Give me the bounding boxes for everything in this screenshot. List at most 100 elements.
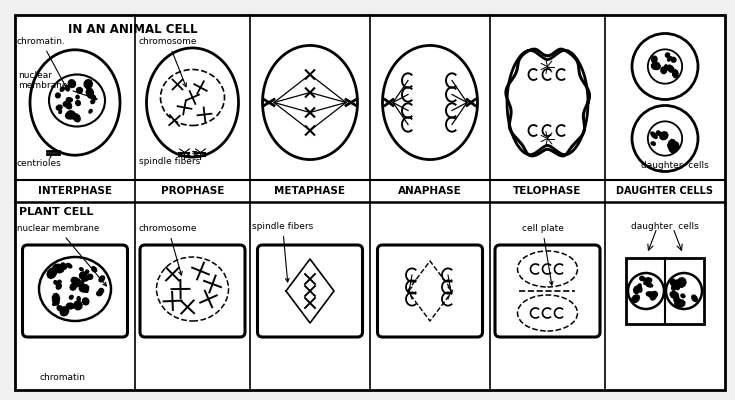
Polygon shape bbox=[92, 267, 97, 272]
Text: IN AN ANIMAL CELL: IN AN ANIMAL CELL bbox=[68, 23, 197, 36]
Polygon shape bbox=[74, 301, 82, 310]
Polygon shape bbox=[650, 294, 656, 300]
Polygon shape bbox=[66, 98, 72, 102]
Circle shape bbox=[648, 49, 682, 84]
Polygon shape bbox=[56, 93, 60, 98]
FancyBboxPatch shape bbox=[495, 245, 600, 337]
Polygon shape bbox=[78, 281, 84, 286]
Polygon shape bbox=[97, 291, 102, 296]
Polygon shape bbox=[674, 142, 679, 149]
Text: daughter  cells: daughter cells bbox=[641, 161, 709, 170]
Polygon shape bbox=[631, 295, 639, 302]
Polygon shape bbox=[668, 139, 676, 151]
Ellipse shape bbox=[49, 74, 105, 126]
Polygon shape bbox=[652, 292, 657, 298]
Polygon shape bbox=[65, 86, 70, 91]
Polygon shape bbox=[71, 278, 75, 282]
Polygon shape bbox=[82, 287, 88, 292]
Polygon shape bbox=[61, 263, 66, 269]
FancyBboxPatch shape bbox=[257, 245, 362, 337]
Ellipse shape bbox=[262, 46, 357, 160]
Polygon shape bbox=[644, 278, 652, 283]
Polygon shape bbox=[674, 297, 680, 303]
Text: spindle fibers: spindle fibers bbox=[252, 222, 313, 282]
Polygon shape bbox=[68, 80, 76, 88]
Polygon shape bbox=[646, 283, 653, 287]
Ellipse shape bbox=[146, 48, 238, 157]
Polygon shape bbox=[53, 301, 57, 306]
Polygon shape bbox=[681, 294, 685, 298]
Polygon shape bbox=[646, 292, 653, 296]
Polygon shape bbox=[57, 284, 61, 289]
Polygon shape bbox=[671, 57, 676, 62]
Text: TELOPHASE: TELOPHASE bbox=[513, 186, 581, 196]
Polygon shape bbox=[57, 105, 62, 110]
Ellipse shape bbox=[30, 50, 120, 155]
Circle shape bbox=[628, 273, 664, 309]
Text: centrioles: centrioles bbox=[17, 154, 62, 168]
Text: cell plate: cell plate bbox=[522, 224, 564, 285]
Circle shape bbox=[666, 273, 702, 309]
Polygon shape bbox=[644, 280, 648, 284]
Polygon shape bbox=[65, 102, 72, 109]
Polygon shape bbox=[673, 70, 678, 78]
Polygon shape bbox=[82, 276, 89, 281]
Polygon shape bbox=[76, 88, 82, 93]
Text: ANAPHASE: ANAPHASE bbox=[398, 186, 462, 196]
Text: daughter  cells: daughter cells bbox=[631, 222, 699, 231]
Polygon shape bbox=[655, 64, 660, 69]
Polygon shape bbox=[661, 67, 667, 74]
FancyBboxPatch shape bbox=[378, 245, 482, 337]
Circle shape bbox=[632, 34, 698, 100]
Polygon shape bbox=[79, 272, 87, 280]
Polygon shape bbox=[675, 300, 685, 307]
Polygon shape bbox=[656, 131, 661, 136]
Polygon shape bbox=[67, 111, 76, 119]
Polygon shape bbox=[634, 286, 639, 294]
Text: nuclear
membrane: nuclear membrane bbox=[18, 71, 97, 100]
Polygon shape bbox=[664, 65, 667, 68]
Polygon shape bbox=[60, 307, 68, 316]
Polygon shape bbox=[80, 268, 83, 271]
Polygon shape bbox=[692, 295, 698, 302]
FancyBboxPatch shape bbox=[23, 245, 127, 337]
Polygon shape bbox=[57, 306, 63, 311]
Polygon shape bbox=[89, 110, 92, 113]
Polygon shape bbox=[47, 268, 57, 278]
Polygon shape bbox=[79, 284, 89, 292]
Polygon shape bbox=[651, 142, 656, 145]
Polygon shape bbox=[675, 285, 679, 290]
Polygon shape bbox=[85, 270, 89, 273]
Polygon shape bbox=[82, 298, 89, 305]
Polygon shape bbox=[74, 114, 80, 122]
Ellipse shape bbox=[39, 257, 111, 321]
Polygon shape bbox=[67, 263, 72, 268]
Text: INTERPHASE: INTERPHASE bbox=[38, 186, 112, 196]
Polygon shape bbox=[65, 112, 72, 119]
Polygon shape bbox=[677, 278, 686, 287]
Polygon shape bbox=[76, 95, 79, 99]
Polygon shape bbox=[639, 287, 642, 292]
Ellipse shape bbox=[382, 46, 478, 160]
Polygon shape bbox=[66, 303, 74, 309]
Polygon shape bbox=[53, 299, 59, 305]
Polygon shape bbox=[87, 274, 93, 279]
Polygon shape bbox=[86, 88, 93, 97]
Polygon shape bbox=[673, 142, 678, 148]
Polygon shape bbox=[69, 295, 74, 299]
Polygon shape bbox=[70, 283, 76, 290]
Polygon shape bbox=[76, 100, 80, 106]
Polygon shape bbox=[57, 280, 61, 284]
Text: PLANT CELL: PLANT CELL bbox=[19, 207, 93, 217]
Text: METAPHASE: METAPHASE bbox=[274, 186, 345, 196]
Polygon shape bbox=[638, 284, 641, 288]
Text: chromosome: chromosome bbox=[139, 224, 198, 275]
Polygon shape bbox=[665, 53, 670, 57]
Polygon shape bbox=[52, 293, 60, 304]
Polygon shape bbox=[667, 57, 672, 61]
Polygon shape bbox=[506, 49, 589, 156]
Polygon shape bbox=[99, 276, 104, 282]
Polygon shape bbox=[670, 279, 677, 286]
Polygon shape bbox=[651, 62, 660, 70]
Polygon shape bbox=[507, 50, 588, 155]
